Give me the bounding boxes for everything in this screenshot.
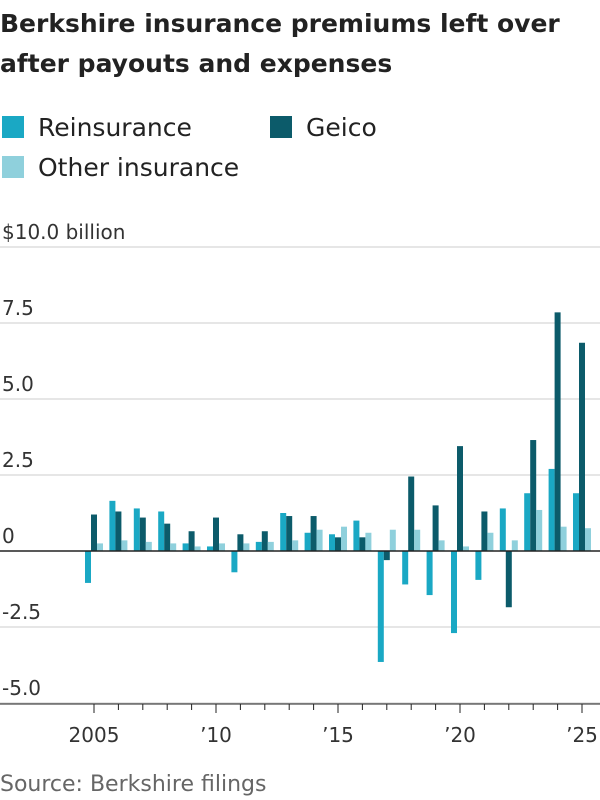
bar-geico (383, 551, 390, 561)
bar-reinsurance (426, 551, 433, 596)
bar-other-insurance (389, 529, 396, 551)
legend-item-reinsurance: Reinsurance (2, 112, 192, 142)
bar-geico (408, 476, 415, 551)
chart-title: Berkshire insurance premiums left over a… (0, 9, 560, 78)
bar-other-insurance (97, 543, 103, 551)
bar-other-insurance (487, 532, 494, 551)
bar-other-insurance (194, 546, 201, 551)
bar-reinsurance (207, 546, 213, 551)
bar-other-insurance (536, 509, 543, 551)
bar-reinsurance (329, 534, 335, 551)
legend-label-geico: Geico (306, 112, 377, 142)
bar-reinsurance (85, 551, 91, 583)
source-note: Source: Berkshire filings (0, 772, 267, 797)
bar-reinsurance (548, 468, 555, 551)
bar-other-insurance (341, 526, 347, 551)
legend-swatch-other-insurance (2, 156, 24, 178)
bar-other-insurance (585, 528, 591, 551)
y-tick-label: 5.0 (2, 372, 34, 396)
x-tick-label: 2005 (69, 723, 120, 747)
bar-other-insurance (219, 543, 225, 551)
bar-other-insurance (511, 540, 518, 551)
bar-geico (286, 516, 293, 551)
legend-swatch-reinsurance (2, 116, 24, 138)
bar-reinsurance (158, 511, 165, 551)
bar-geico (261, 531, 268, 551)
bar-geico (432, 505, 439, 551)
bar-reinsurance (402, 551, 409, 585)
legend-item-other-insurance: Other insurance (2, 152, 239, 182)
x-tick-label: ’15 (322, 723, 354, 747)
bar-geico (335, 537, 341, 551)
bar-other-insurance (560, 526, 567, 551)
bar-other-insurance (463, 546, 469, 551)
bar-geico (115, 511, 122, 551)
bar-other-insurance (365, 532, 372, 551)
bar-other-insurance (267, 541, 274, 551)
x-tick-label: ’25 (566, 723, 598, 747)
bar-reinsurance (377, 551, 384, 662)
bar-geico (530, 440, 537, 551)
bar-geico (457, 446, 463, 551)
bar-geico (554, 312, 561, 551)
bar-geico (505, 551, 512, 608)
bar-reinsurance (304, 532, 311, 551)
bar-reinsurance (499, 508, 506, 551)
bar-reinsurance (475, 551, 482, 580)
bar-other-insurance (121, 540, 128, 551)
bar-geico (188, 531, 195, 551)
bar-reinsurance (451, 551, 457, 634)
bar-geico (91, 514, 97, 551)
y-tick-label: -2.5 (2, 600, 41, 624)
bar-reinsurance (573, 493, 579, 551)
y-tick-label: $10.0 billion (2, 220, 125, 244)
legend-item-geico: Geico (270, 112, 377, 142)
bar-other-insurance (316, 529, 323, 551)
y-tick-label: 0 (2, 524, 15, 548)
bar-reinsurance (524, 493, 531, 551)
bar-other-insurance (145, 541, 152, 551)
x-tick-label: ’10 (200, 723, 232, 747)
y-tick-label: 7.5 (2, 296, 34, 320)
bar-geico (579, 342, 585, 551)
bar-other-insurance (243, 543, 250, 551)
bar-reinsurance (133, 508, 140, 551)
bar-geico (139, 517, 146, 551)
bar-reinsurance (231, 551, 238, 573)
bar-reinsurance (255, 541, 262, 551)
legend-label-other-insurance: Other insurance (38, 152, 240, 182)
bar-other-insurance (438, 540, 445, 551)
y-tick-label: 2.5 (2, 448, 34, 472)
bar-geico (237, 534, 244, 551)
bar-reinsurance (353, 520, 360, 551)
bar-reinsurance (182, 543, 189, 551)
x-tick-label: ’20 (444, 723, 476, 747)
bar-other-insurance (292, 540, 299, 551)
legend-label-reinsurance: Reinsurance (38, 112, 192, 142)
bar-geico (481, 511, 488, 551)
bar-other-insurance (414, 529, 421, 551)
bar-reinsurance (280, 513, 287, 551)
y-tick-label: -5.0 (2, 676, 41, 700)
bar-geico (359, 537, 366, 551)
legend-swatch-geico (270, 116, 292, 138)
bar-reinsurance (109, 500, 116, 551)
bar-geico (310, 516, 317, 551)
bar-other-insurance (170, 543, 177, 551)
bar-geico (164, 523, 171, 551)
bar-geico (213, 517, 219, 551)
